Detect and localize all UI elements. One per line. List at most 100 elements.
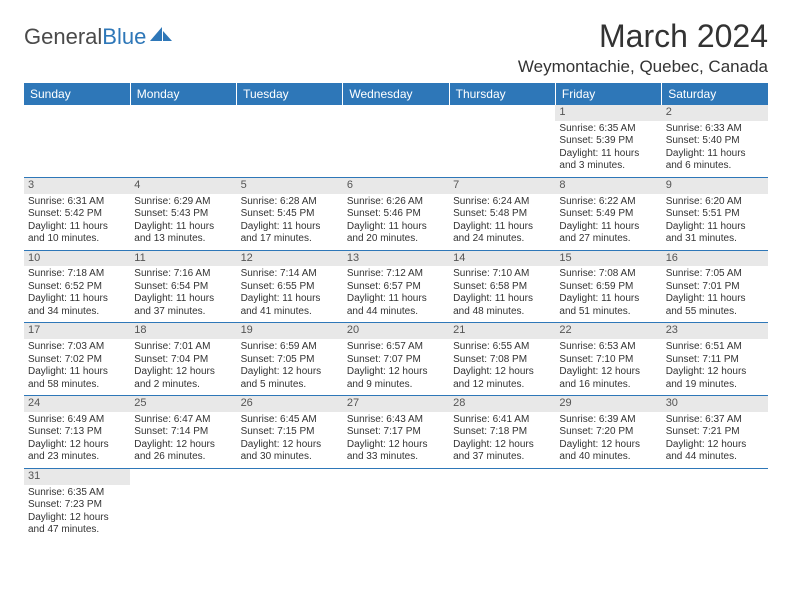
day1-text: Daylight: 12 hours: [134, 439, 232, 452]
sunrise-text: Sunrise: 6:57 AM: [347, 341, 445, 354]
calendar-cell: 17Sunrise: 7:03 AMSunset: 7:02 PMDayligh…: [24, 323, 130, 396]
day1-text: Daylight: 11 hours: [559, 148, 657, 161]
day-number: 18: [130, 323, 236, 339]
day1-text: Daylight: 11 hours: [134, 221, 232, 234]
day2-text: and 13 minutes.: [134, 233, 232, 246]
calendar-cell: 8Sunrise: 6:22 AMSunset: 5:49 PMDaylight…: [555, 177, 661, 250]
sunset-text: Sunset: 5:42 PM: [28, 208, 126, 221]
day2-text: and 26 minutes.: [134, 451, 232, 464]
day1-text: Daylight: 11 hours: [559, 221, 657, 234]
calendar-cell: 20Sunrise: 6:57 AMSunset: 7:07 PMDayligh…: [343, 323, 449, 396]
day2-text: and 30 minutes.: [241, 451, 339, 464]
day2-text: and 20 minutes.: [347, 233, 445, 246]
sunset-text: Sunset: 5:49 PM: [559, 208, 657, 221]
weekday-header: Sunday: [24, 83, 130, 105]
day2-text: and 47 minutes.: [28, 524, 126, 537]
calendar-cell: 29Sunrise: 6:39 AMSunset: 7:20 PMDayligh…: [555, 396, 661, 469]
day1-text: Daylight: 11 hours: [559, 293, 657, 306]
day2-text: and 19 minutes.: [666, 379, 764, 392]
day-number: 30: [662, 396, 768, 412]
calendar-cell: 30Sunrise: 6:37 AMSunset: 7:21 PMDayligh…: [662, 396, 768, 469]
day2-text: and 10 minutes.: [28, 233, 126, 246]
calendar-cell: 1Sunrise: 6:35 AMSunset: 5:39 PMDaylight…: [555, 105, 661, 177]
sunset-text: Sunset: 7:20 PM: [559, 426, 657, 439]
sunset-text: Sunset: 5:40 PM: [666, 135, 764, 148]
sunset-text: Sunset: 5:45 PM: [241, 208, 339, 221]
day-number: 20: [343, 323, 449, 339]
sunrise-text: Sunrise: 6:37 AM: [666, 414, 764, 427]
day1-text: Daylight: 11 hours: [347, 221, 445, 234]
calendar-table: Sunday Monday Tuesday Wednesday Thursday…: [24, 83, 768, 541]
sunrise-text: Sunrise: 6:24 AM: [453, 196, 551, 209]
day-number: 11: [130, 251, 236, 267]
calendar-cell: 2Sunrise: 6:33 AMSunset: 5:40 PMDaylight…: [662, 105, 768, 177]
day1-text: Daylight: 12 hours: [241, 439, 339, 452]
calendar-cell: 19Sunrise: 6:59 AMSunset: 7:05 PMDayligh…: [237, 323, 343, 396]
header: General Blue March 2024 Weymontachie, Qu…: [24, 18, 768, 77]
day2-text: and 3 minutes.: [559, 160, 657, 173]
day1-text: Daylight: 12 hours: [347, 366, 445, 379]
day-number: 27: [343, 396, 449, 412]
day1-text: Daylight: 11 hours: [241, 293, 339, 306]
calendar-cell: 25Sunrise: 6:47 AMSunset: 7:14 PMDayligh…: [130, 396, 236, 469]
day-number: 4: [130, 178, 236, 194]
day2-text: and 12 minutes.: [453, 379, 551, 392]
day2-text: and 58 minutes.: [28, 379, 126, 392]
calendar-cell: 16Sunrise: 7:05 AMSunset: 7:01 PMDayligh…: [662, 250, 768, 323]
location: Weymontachie, Quebec, Canada: [518, 57, 768, 77]
calendar-cell: [237, 105, 343, 177]
calendar-cell: [130, 468, 236, 540]
logo-text-general: General: [24, 24, 102, 50]
day2-text: and 27 minutes.: [559, 233, 657, 246]
day2-text: and 23 minutes.: [28, 451, 126, 464]
sunrise-text: Sunrise: 6:20 AM: [666, 196, 764, 209]
day2-text: and 48 minutes.: [453, 306, 551, 319]
calendar-cell: [130, 105, 236, 177]
day1-text: Daylight: 11 hours: [28, 293, 126, 306]
sunrise-text: Sunrise: 6:26 AM: [347, 196, 445, 209]
sunrise-text: Sunrise: 6:39 AM: [559, 414, 657, 427]
sunrise-text: Sunrise: 7:05 AM: [666, 268, 764, 281]
sunset-text: Sunset: 6:57 PM: [347, 281, 445, 294]
day1-text: Daylight: 12 hours: [134, 366, 232, 379]
sunrise-text: Sunrise: 6:35 AM: [559, 123, 657, 136]
day-number: 12: [237, 251, 343, 267]
calendar-cell: 12Sunrise: 7:14 AMSunset: 6:55 PMDayligh…: [237, 250, 343, 323]
day-number: 24: [24, 396, 130, 412]
sunset-text: Sunset: 6:58 PM: [453, 281, 551, 294]
calendar-cell: [343, 105, 449, 177]
calendar-cell: [237, 468, 343, 540]
sunset-text: Sunset: 5:39 PM: [559, 135, 657, 148]
calendar-cell: [24, 105, 130, 177]
calendar-cell: 26Sunrise: 6:45 AMSunset: 7:15 PMDayligh…: [237, 396, 343, 469]
sunset-text: Sunset: 7:14 PM: [134, 426, 232, 439]
calendar-week-row: 1Sunrise: 6:35 AMSunset: 5:39 PMDaylight…: [24, 105, 768, 177]
calendar-week-row: 17Sunrise: 7:03 AMSunset: 7:02 PMDayligh…: [24, 323, 768, 396]
calendar-cell: [343, 468, 449, 540]
sunset-text: Sunset: 5:46 PM: [347, 208, 445, 221]
sunset-text: Sunset: 6:55 PM: [241, 281, 339, 294]
calendar-cell: 10Sunrise: 7:18 AMSunset: 6:52 PMDayligh…: [24, 250, 130, 323]
calendar-cell: 5Sunrise: 6:28 AMSunset: 5:45 PMDaylight…: [237, 177, 343, 250]
sunset-text: Sunset: 7:01 PM: [666, 281, 764, 294]
sunset-text: Sunset: 7:08 PM: [453, 354, 551, 367]
sunset-text: Sunset: 7:05 PM: [241, 354, 339, 367]
calendar-cell: 28Sunrise: 6:41 AMSunset: 7:18 PMDayligh…: [449, 396, 555, 469]
day1-text: Daylight: 11 hours: [28, 366, 126, 379]
day-number: 16: [662, 251, 768, 267]
day-number: 21: [449, 323, 555, 339]
day-number: 26: [237, 396, 343, 412]
day-number: 28: [449, 396, 555, 412]
sunset-text: Sunset: 6:59 PM: [559, 281, 657, 294]
day2-text: and 5 minutes.: [241, 379, 339, 392]
day1-text: Daylight: 11 hours: [134, 293, 232, 306]
weekday-header: Wednesday: [343, 83, 449, 105]
sunrise-text: Sunrise: 6:22 AM: [559, 196, 657, 209]
sunset-text: Sunset: 6:54 PM: [134, 281, 232, 294]
calendar-cell: 31Sunrise: 6:35 AMSunset: 7:23 PMDayligh…: [24, 468, 130, 540]
day-number: 23: [662, 323, 768, 339]
sunrise-text: Sunrise: 6:28 AM: [241, 196, 339, 209]
day-number: 3: [24, 178, 130, 194]
month-title: March 2024: [518, 18, 768, 55]
day-number: 17: [24, 323, 130, 339]
